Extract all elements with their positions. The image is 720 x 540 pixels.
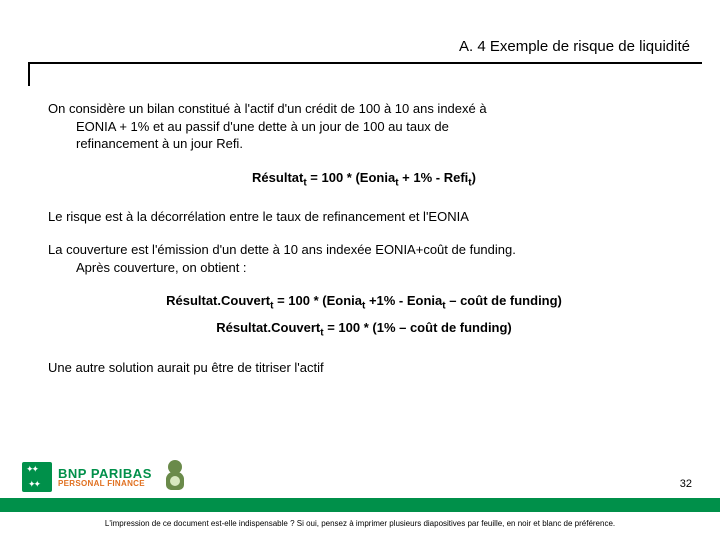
page-number: 32 <box>680 478 692 490</box>
p3-l1: La couverture est l'émission d'un dette … <box>48 242 516 257</box>
title-underline <box>28 62 702 64</box>
logo-main-text: BNP PARIBAS <box>58 467 152 480</box>
p3-l2: Après couverture, on obtient : <box>48 259 680 277</box>
paragraph-4: Une autre solution aurait pu être de tit… <box>48 359 680 377</box>
paragraph-1: On considère un bilan constitué à l'acti… <box>48 100 680 153</box>
formula-2: Résultat.Couvertt = 100 * (Eoniat +1% - … <box>48 292 680 313</box>
slide-title: A. 4 Exemple de risque de liquidité <box>459 38 690 55</box>
brand-logo: BNP PARIBAS PERSONAL FINANCE <box>22 460 188 494</box>
formula-3: Résultat.Couvertt = 100 * (1% – coût de … <box>48 319 680 340</box>
p1-l2: EONIA + 1% et au passif d'une dette à un… <box>48 118 680 153</box>
logo-sub-text: PERSONAL FINANCE <box>58 480 152 488</box>
mascot-icon <box>162 460 188 494</box>
paragraph-3: La couverture est l'émission d'un dette … <box>48 241 680 276</box>
footer-bar <box>0 498 720 512</box>
title-tick <box>28 62 30 86</box>
footer-disclaimer: L'impression de ce document est-elle ind… <box>0 519 720 528</box>
paragraph-2: Le risque est à la décorrélation entre l… <box>48 208 680 226</box>
p1-l1: On considère un bilan constitué à l'acti… <box>48 101 487 116</box>
formula-1: Résultatt = 100 * (Eoniat + 1% - Refit) <box>48 169 680 190</box>
logo-stars-icon <box>22 462 52 492</box>
slide-content: On considère un bilan constitué à l'acti… <box>48 100 680 392</box>
logo-text: BNP PARIBAS PERSONAL FINANCE <box>58 467 152 488</box>
